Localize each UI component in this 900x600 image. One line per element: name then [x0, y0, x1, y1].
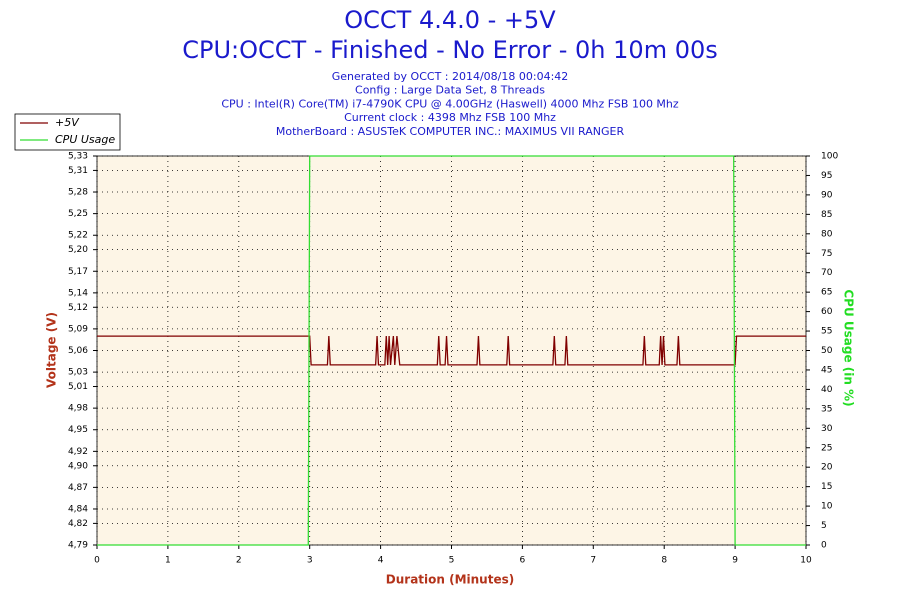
- y2-tick-label: 45: [821, 365, 832, 375]
- y2-tick-label: 55: [821, 327, 832, 337]
- y-tick-label: 5,22: [68, 231, 88, 241]
- y-tick-label: 4,95: [68, 425, 88, 435]
- y2-tick-label: 10: [821, 502, 833, 512]
- y2-tick-label: 50: [821, 346, 833, 356]
- y-axis-label: Voltage (V): [45, 312, 59, 388]
- y2-tick-label: 35: [821, 404, 832, 414]
- y2-tick-label: 40: [821, 385, 833, 395]
- y2-tick-label: 80: [821, 229, 833, 239]
- y2-tick-label: 15: [821, 482, 832, 492]
- x-tick-label: 10: [800, 556, 812, 566]
- y2-axis-label: CPU Usage (in %): [842, 289, 856, 406]
- info-line: Generated by OCCT : 2014/08/18 00:04:42: [332, 70, 569, 83]
- y2-tick-label: 95: [821, 171, 832, 181]
- y2-tick-label: 60: [821, 307, 833, 317]
- y-tick-label: 5,28: [68, 188, 88, 198]
- y-tick-label: 5,20: [68, 245, 88, 255]
- y-tick-label: 5,06: [68, 346, 88, 356]
- legend-box: [14, 113, 121, 151]
- y-tick-label: 5,03: [68, 368, 88, 378]
- x-tick-label: 7: [590, 556, 596, 566]
- y-tick-label: 4,98: [68, 404, 88, 414]
- y-tick-label: 4,87: [68, 483, 88, 493]
- x-tick-label: 5: [449, 556, 455, 566]
- y2-tick-label: 85: [821, 210, 832, 220]
- x-tick-label: 2: [236, 556, 242, 566]
- legend-label: +5V: [55, 116, 80, 129]
- y-tick-label: 4,92: [68, 447, 88, 457]
- y-tick-label: 5,14: [68, 288, 88, 298]
- series-line: [97, 155, 806, 546]
- y-tick-label: 5,31: [68, 166, 88, 176]
- chart-title: OCCT 4.4.0 - +5V: [344, 6, 556, 34]
- series-line: [97, 335, 806, 366]
- legend-label: CPU Usage: [55, 133, 115, 146]
- x-tick-label: 9: [732, 556, 738, 566]
- x-tick-label: 8: [661, 556, 667, 566]
- x-tick-label: 6: [520, 556, 526, 566]
- info-line: Config : Large Data Set, 8 Threads: [355, 84, 545, 97]
- y-tick-label: 5,09: [68, 324, 88, 334]
- y2-tick-label: 70: [821, 268, 833, 278]
- y2-tick-label: 90: [821, 190, 833, 200]
- y2-tick-label: 0: [821, 541, 827, 551]
- y-tick-label: 5,33: [68, 152, 88, 162]
- x-axis-label: Duration (Minutes): [386, 573, 514, 587]
- chart-subtitle: CPU:OCCT - Finished - No Error - 0h 10m …: [182, 36, 718, 64]
- y2-tick-label: 25: [821, 443, 832, 453]
- y2-tick-label: 100: [821, 152, 838, 162]
- y2-tick-label: 30: [821, 424, 833, 434]
- y-tick-label: 5,01: [68, 382, 88, 392]
- x-tick-label: 0: [94, 556, 100, 566]
- y-tick-label: 4,90: [68, 461, 88, 471]
- y-tick-label: 5,25: [68, 209, 88, 219]
- y-tick-label: 4,79: [68, 541, 88, 551]
- y2-tick-label: 5: [821, 521, 827, 531]
- y-tick-label: 5,17: [68, 267, 88, 277]
- x-tick-label: 1: [165, 556, 171, 566]
- y-tick-label: 4,84: [68, 504, 88, 514]
- y2-tick-label: 65: [821, 288, 832, 298]
- info-line: Current clock : 4398 Mhz FSB 100 Mhz: [344, 111, 556, 124]
- y-tick-label: 5,12: [68, 303, 88, 313]
- info-line: MotherBoard : ASUSTeK COMPUTER INC.: MAX…: [276, 125, 625, 138]
- x-tick-label: 3: [307, 556, 313, 566]
- y-tick-label: 4,82: [68, 519, 88, 529]
- x-tick-label: 4: [378, 556, 384, 566]
- info-line: CPU : Intel(R) Core(TM) i7-4790K CPU @ 4…: [221, 97, 679, 110]
- y2-tick-label: 75: [821, 249, 832, 259]
- y2-tick-label: 20: [821, 463, 833, 473]
